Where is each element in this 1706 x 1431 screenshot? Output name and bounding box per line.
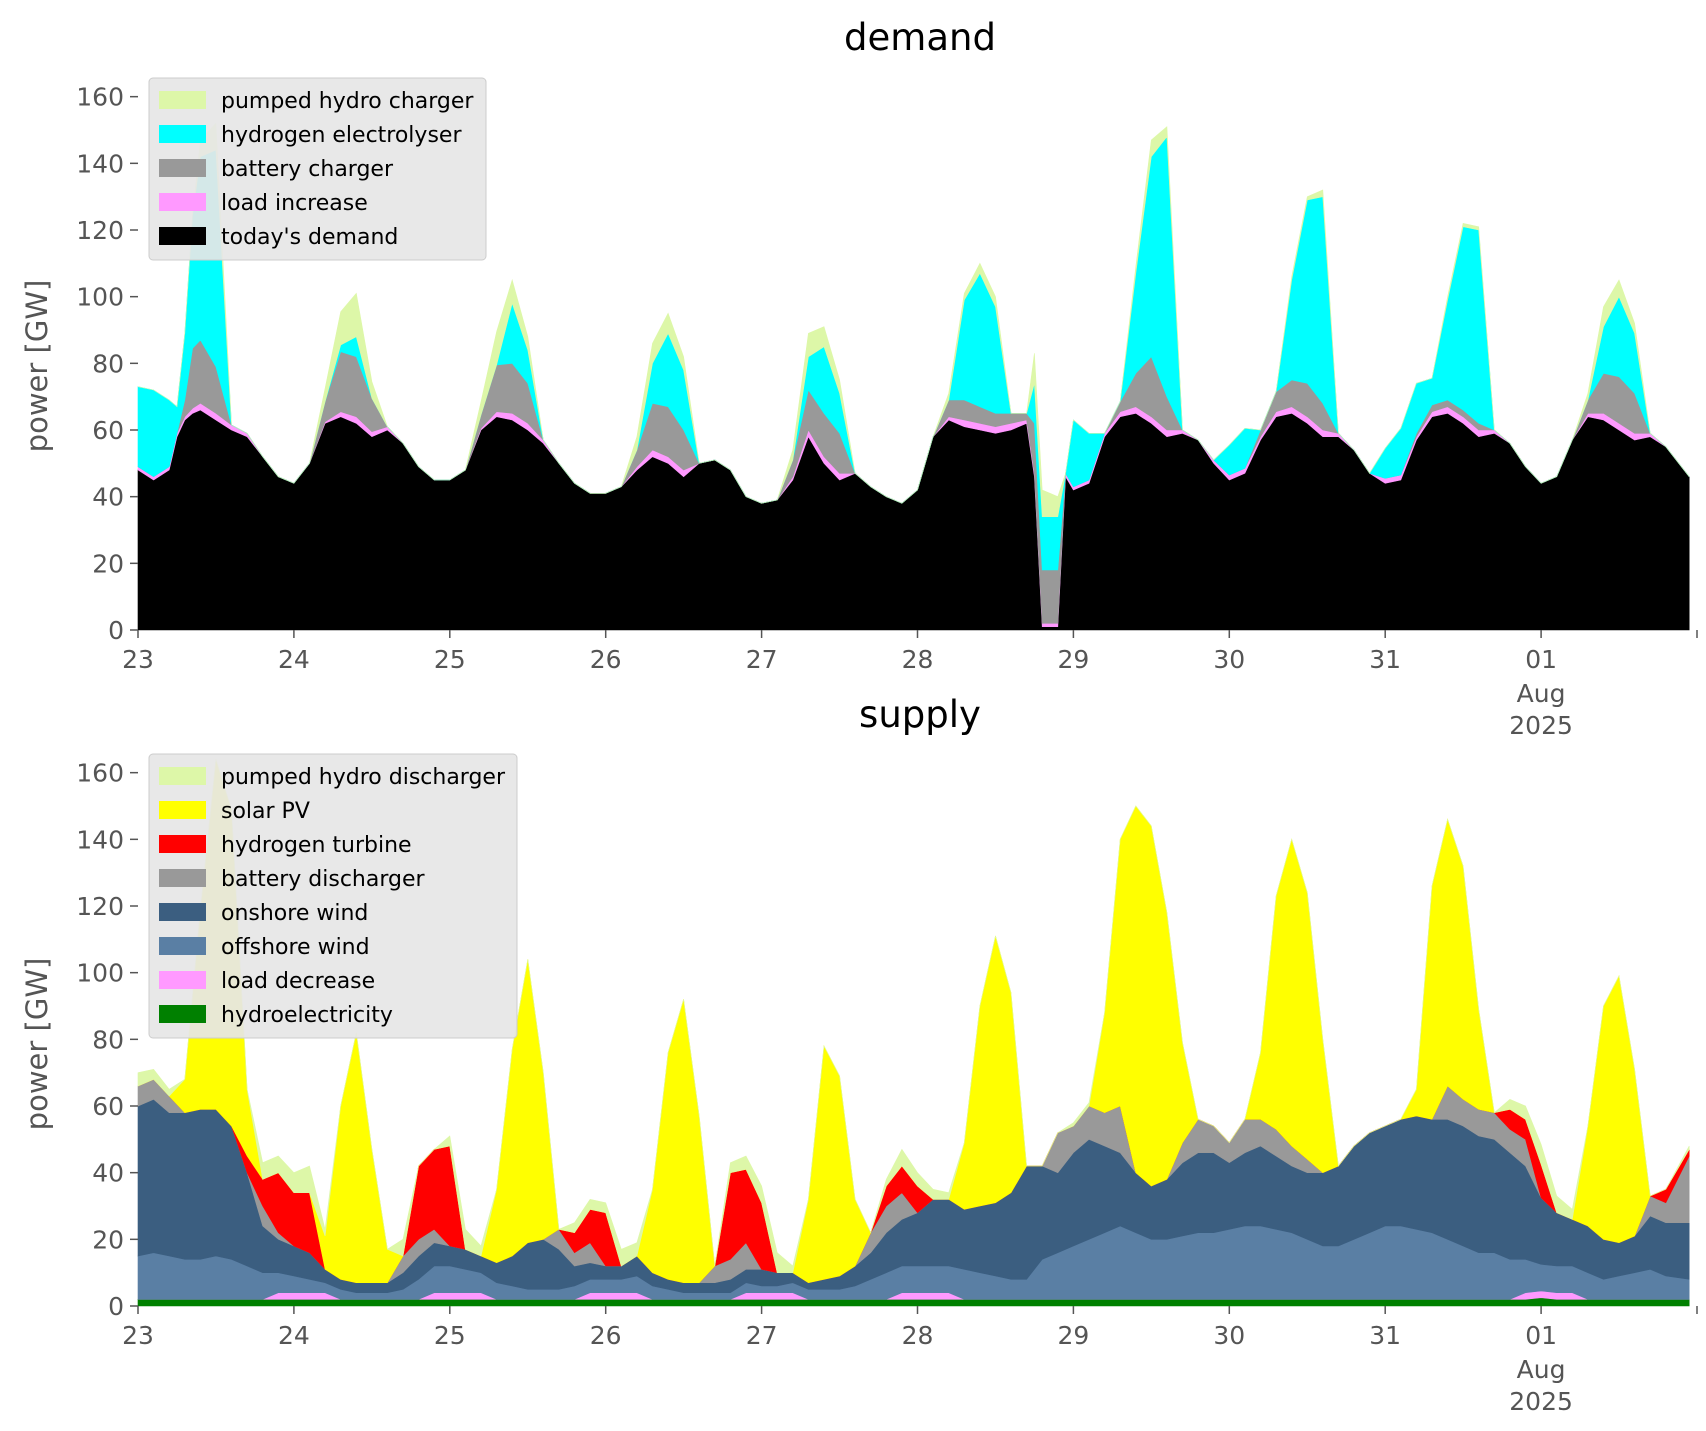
supply-legend-swatch-battery-discharger — [159, 869, 206, 887]
supply-legend-swatch-hydrogen-turbine — [159, 835, 206, 853]
supply-legend-label-pumped-hydro-discharger: pumped hydro discharger — [221, 765, 506, 790]
supply-legend-label-hydroelectricity: hydroelectricity — [221, 1003, 393, 1028]
supply-x-tick-label: 26 — [590, 1321, 622, 1350]
demand-legend-swatch-pumped-hydro-charger — [159, 91, 206, 109]
demand-legend-label-pumped-hydro-charger: pumped hydro charger — [221, 89, 474, 114]
supply-legend-box — [148, 753, 518, 1039]
demand-y-tick-label: 0 — [108, 616, 124, 645]
supply-x-tick-label: 01 — [1525, 1321, 1557, 1350]
supply-area-pumped-hydro-discharger — [137, 759, 1690, 1273]
demand-legend-label-hydrogen-electrolyser: hydrogen electrolyser — [221, 123, 462, 148]
demand-x-tick-label: 28 — [902, 645, 934, 674]
demand-x-tick-label: 26 — [590, 645, 622, 674]
supply-y-tick-label: 20 — [92, 1225, 124, 1254]
demand-x-tick-label: 23 — [122, 645, 154, 674]
supply-x-tick-sublabel: 2025 — [1509, 1387, 1573, 1416]
demand-y-tick-label: 60 — [92, 416, 124, 445]
demand-legend-swatch-today-s-demand — [159, 227, 206, 245]
demand-y-tick-label: 140 — [76, 149, 124, 178]
supply-y-axis-label: power [GW] — [20, 958, 54, 1131]
demand-x-tick-label: 27 — [746, 645, 778, 674]
supply-x-tick-label: 30 — [1213, 1321, 1245, 1350]
demand-x-tick-label: 31 — [1369, 645, 1401, 674]
supply-y-tick-label: 80 — [92, 1025, 124, 1054]
demand-chart: demand power [GW] 0 20 40 60 80 100 120 140 160 2… — [20, 16, 1698, 740]
supply-title: supply — [859, 693, 981, 736]
supply-legend-swatch-pumped-hydro-discharger — [159, 767, 206, 785]
demand-x-tick-label: 01 — [1525, 645, 1557, 674]
supply-legend-label-offshore-wind: offshore wind — [221, 935, 370, 960]
demand-legend-label-today-s-demand: today's demand — [221, 225, 398, 250]
supply-x-tick-label: 24 — [278, 1321, 310, 1350]
supply-legend-swatch-offshore-wind — [159, 937, 206, 955]
demand-area-pumped-hydro-charger — [137, 122, 1690, 517]
supply-legend-label-load-decrease: load decrease — [221, 969, 375, 994]
supply-legend: pumped hydro discharger solar PV hydrogen … — [148, 753, 518, 1039]
supply-chart: supply power [GW] 0 20 40 60 80 100 120 140 160 2… — [20, 693, 1698, 1416]
supply-x-tick-sublabel: Aug — [1517, 1355, 1566, 1384]
demand-legend: pumped hydro charger hydrogen electrolyse… — [148, 77, 487, 261]
supply-x-tick-label: 23 — [122, 1321, 154, 1350]
supply-y-tick-label: 100 — [76, 959, 124, 988]
demand-legend-box — [148, 77, 487, 261]
supply-y-tick-label: 140 — [76, 825, 124, 854]
demand-legend-label-load-increase: load increase — [221, 191, 368, 216]
supply-x-tick-label: 29 — [1057, 1321, 1089, 1350]
supply-legend-swatch-solar-pv — [159, 801, 206, 819]
supply-x-tick-label: 25 — [434, 1321, 466, 1350]
demand-legend-label-battery-charger: battery charger — [221, 157, 394, 182]
supply-y-tick-label: 0 — [108, 1292, 124, 1321]
supply-x-tick-label: 31 — [1369, 1321, 1401, 1350]
demand-y-tick-label: 120 — [76, 216, 124, 245]
demand-y-tick-label: 160 — [76, 83, 124, 112]
demand-title: demand — [844, 16, 996, 59]
supply-legend-swatch-hydroelectricity — [159, 1005, 206, 1023]
supply-legend-label-battery-discharger: battery discharger — [221, 867, 426, 892]
demand-y-tick-label: 40 — [92, 483, 124, 512]
demand-legend-swatch-load-increase — [159, 193, 206, 211]
demand-y-tick-label: 100 — [76, 283, 124, 312]
supply-x-tick-label: 28 — [902, 1321, 934, 1350]
demand-x-tick-sublabel: Aug — [1517, 679, 1566, 708]
demand-y-axis-label: power [GW] — [20, 280, 54, 453]
supply-legend-label-hydrogen-turbine: hydrogen turbine — [221, 833, 412, 858]
demand-x-tick-label: 30 — [1213, 645, 1245, 674]
supply-y-tick-label: 120 — [76, 892, 124, 921]
supply-y-tick-label: 40 — [92, 1159, 124, 1188]
demand-y-tick-label: 80 — [92, 349, 124, 378]
supply-legend-swatch-load-decrease — [159, 971, 206, 989]
demand-x-tick-label: 29 — [1057, 645, 1089, 674]
demand-x-tick-label: 24 — [278, 645, 310, 674]
demand-x-tick-label: 25 — [434, 645, 466, 674]
demand-y-tick-label: 20 — [92, 549, 124, 578]
demand-legend-swatch-hydrogen-electrolyser — [159, 125, 206, 143]
supply-legend-swatch-onshore-wind — [159, 903, 206, 921]
demand-x-tick-sublabel: 2025 — [1509, 711, 1573, 740]
supply-y-tick-label: 160 — [76, 759, 124, 788]
supply-x-tick-label: 27 — [746, 1321, 778, 1350]
demand-legend-swatch-battery-charger — [159, 159, 206, 177]
supply-y-tick-label: 60 — [92, 1092, 124, 1121]
supply-legend-label-onshore-wind: onshore wind — [221, 901, 368, 926]
supply-legend-label-solar-pv: solar PV — [221, 799, 310, 824]
